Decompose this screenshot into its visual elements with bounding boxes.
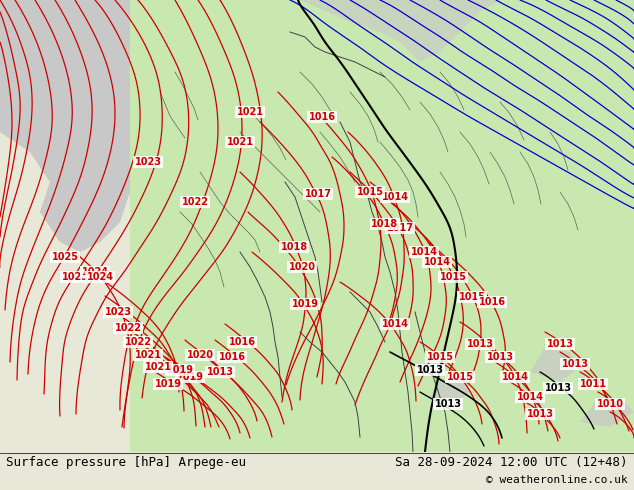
Text: 1017: 1017: [304, 189, 332, 199]
Text: 1021: 1021: [134, 350, 162, 360]
Text: 1025: 1025: [61, 272, 89, 282]
Text: 1010: 1010: [597, 399, 623, 409]
Text: 1013: 1013: [467, 339, 493, 349]
Polygon shape: [530, 347, 580, 382]
Text: 1016: 1016: [228, 337, 256, 347]
Text: 1013: 1013: [434, 399, 462, 409]
Text: © weatheronline.co.uk: © weatheronline.co.uk: [486, 475, 628, 486]
Polygon shape: [0, 0, 634, 452]
Text: 1020: 1020: [186, 350, 214, 360]
Text: 1013: 1013: [486, 352, 514, 362]
Text: 1013: 1013: [526, 409, 553, 419]
Text: 1016: 1016: [309, 112, 335, 122]
Text: 1015: 1015: [356, 187, 384, 197]
Text: 1013: 1013: [207, 367, 233, 377]
Text: 1014: 1014: [517, 392, 543, 402]
Text: 1013: 1013: [545, 383, 571, 393]
Text: 1016: 1016: [219, 352, 245, 362]
Text: 1021: 1021: [226, 137, 254, 147]
Text: 1021: 1021: [236, 107, 264, 117]
Text: 1019: 1019: [176, 372, 204, 382]
Text: 1019: 1019: [292, 299, 318, 309]
Text: 1015: 1015: [446, 372, 474, 382]
Text: Surface pressure [hPa] Arpege-eu: Surface pressure [hPa] Arpege-eu: [6, 456, 247, 469]
Text: 1015: 1015: [427, 352, 453, 362]
Text: 1020: 1020: [288, 262, 316, 272]
Text: 1014: 1014: [424, 257, 451, 267]
Text: 1025: 1025: [51, 252, 79, 262]
Text: 1017: 1017: [387, 223, 413, 233]
Text: 1014: 1014: [501, 372, 529, 382]
Polygon shape: [580, 397, 634, 427]
Text: 1013: 1013: [417, 365, 444, 375]
Text: 1014: 1014: [382, 319, 408, 329]
Text: 1022: 1022: [124, 337, 152, 347]
Text: 1022: 1022: [181, 197, 209, 207]
Text: 1018: 1018: [280, 242, 307, 252]
Polygon shape: [430, 377, 470, 404]
Text: 1016: 1016: [479, 297, 505, 307]
Text: 1024: 1024: [86, 272, 113, 282]
Polygon shape: [0, 0, 130, 252]
Text: 1015: 1015: [439, 272, 467, 282]
Text: 1019: 1019: [155, 379, 181, 389]
Text: 1022: 1022: [115, 323, 141, 333]
Text: 1013: 1013: [547, 339, 574, 349]
Polygon shape: [300, 0, 500, 62]
Text: 1018: 1018: [372, 219, 399, 229]
Text: Sa 28-09-2024 12:00 UTC (12+48): Sa 28-09-2024 12:00 UTC (12+48): [395, 456, 628, 469]
Text: 1013: 1013: [562, 359, 588, 369]
Text: 1019: 1019: [167, 365, 193, 375]
Text: 1011: 1011: [579, 379, 607, 389]
Text: 1021: 1021: [145, 362, 172, 372]
Text: 1023: 1023: [105, 307, 131, 317]
Text: 1024: 1024: [82, 267, 108, 277]
Text: 1014: 1014: [382, 192, 408, 202]
Text: 1014: 1014: [410, 247, 437, 257]
Text: 1023: 1023: [134, 157, 162, 167]
Text: 1015: 1015: [458, 292, 486, 302]
